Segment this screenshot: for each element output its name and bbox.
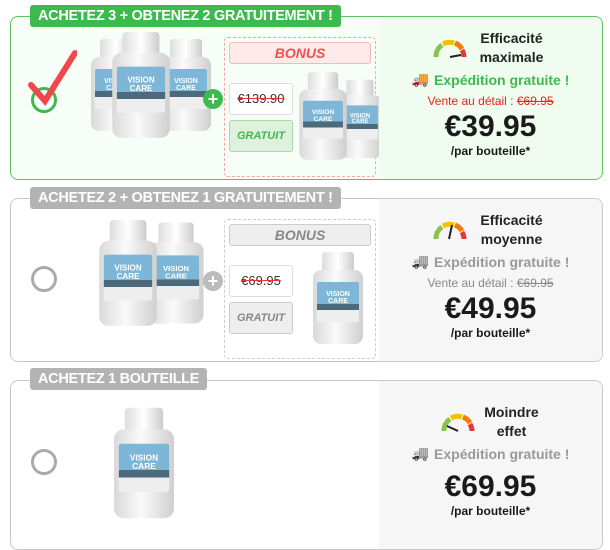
efficacy-text: Moindre effet <box>484 404 539 439</box>
free-label: GRATUIT <box>229 120 293 152</box>
shipping-text: Expédition gratuite ! <box>434 445 570 462</box>
bonus-bottle: VISION CARE <box>313 252 363 344</box>
offer-summary: Moindre effet 🚚 Expédition gratuite ! €69… <box>379 381 602 549</box>
offer-badge: ACHETEZ 3 + OBTENEZ 2 GRATUITEMENT ! <box>30 5 341 27</box>
product-bottle: VISION CARE <box>148 222 204 324</box>
offer-card-2plus1[interactable]: VISION CARE VISION CARE + BONUS €69.95 G… <box>10 198 603 362</box>
product-bottle: VISION CARE <box>99 220 157 326</box>
gauge-icon <box>433 221 467 240</box>
shipping-text: Expédition gratuite ! <box>434 71 570 88</box>
bonus-bottle: VISION CARE <box>299 72 347 160</box>
product-bottle: VISION CARE <box>112 32 170 138</box>
checkmark-icon <box>28 50 77 107</box>
retail-label: Vente au détail : <box>427 276 514 290</box>
efficacy-text: Efficacité moyenne <box>480 212 543 247</box>
truck-icon: 🚚 <box>411 253 430 269</box>
price-unit: /par bouteille* <box>450 326 531 340</box>
offer-card-1[interactable]: VISION CARE Moindre effet 🚚 Expédition gr… <box>10 380 603 550</box>
plus-icon: + <box>203 89 223 109</box>
price: €69.95 <box>444 470 537 503</box>
radio-unselected[interactable] <box>31 266 57 292</box>
retail-price: €69.95 <box>516 94 554 108</box>
price-unit: /par bouteille* <box>450 504 531 518</box>
offer-summary: Efficacité maximale 🚚 Expédition gratuite… <box>379 17 602 179</box>
offer-summary: Efficacité moyenne 🚚 Expédition gratuite … <box>379 199 602 361</box>
radio-selected[interactable] <box>31 87 57 113</box>
radio-unselected[interactable] <box>31 449 57 475</box>
retail-label: Vente au détail : <box>427 94 514 108</box>
shipping-text: Expédition gratuite ! <box>434 253 570 270</box>
gauge-icon <box>441 413 474 432</box>
bonus-header: BONUS <box>229 224 371 246</box>
bonus-box: BONUS €69.95 GRATUIT VISION CARE <box>224 219 376 359</box>
truck-icon: 🚚 <box>411 445 430 461</box>
efficacy-text: Efficacité maximale <box>479 30 544 65</box>
product-bottle: VISION CARE <box>114 407 174 519</box>
gauge-icon <box>433 39 467 58</box>
old-price: €69.95 <box>229 265 293 297</box>
old-price: €139.90 <box>229 83 293 115</box>
offer-card-3plus2[interactable]: VISION CARE VISION CARE VISION CARE + BO… <box>10 16 603 180</box>
offer-badge: ACHETEZ 1 BOUTEILLE <box>30 368 208 390</box>
bonus-box: BONUS €139.90 GRATUIT VISION CARE VISION… <box>224 37 382 177</box>
price-unit: /par bouteille* <box>450 144 531 158</box>
plus-icon: + <box>203 271 223 291</box>
retail-price: €69.95 <box>516 276 554 290</box>
price: €39.95 <box>444 110 537 143</box>
price: €49.95 <box>444 292 537 325</box>
free-label: GRATUIT <box>229 302 293 334</box>
bonus-header: BONUS <box>229 42 371 64</box>
offer-badge: ACHETEZ 2 + OBTENEZ 1 GRATUITEMENT ! <box>30 187 341 209</box>
truck-icon: 🚚 <box>411 71 430 87</box>
